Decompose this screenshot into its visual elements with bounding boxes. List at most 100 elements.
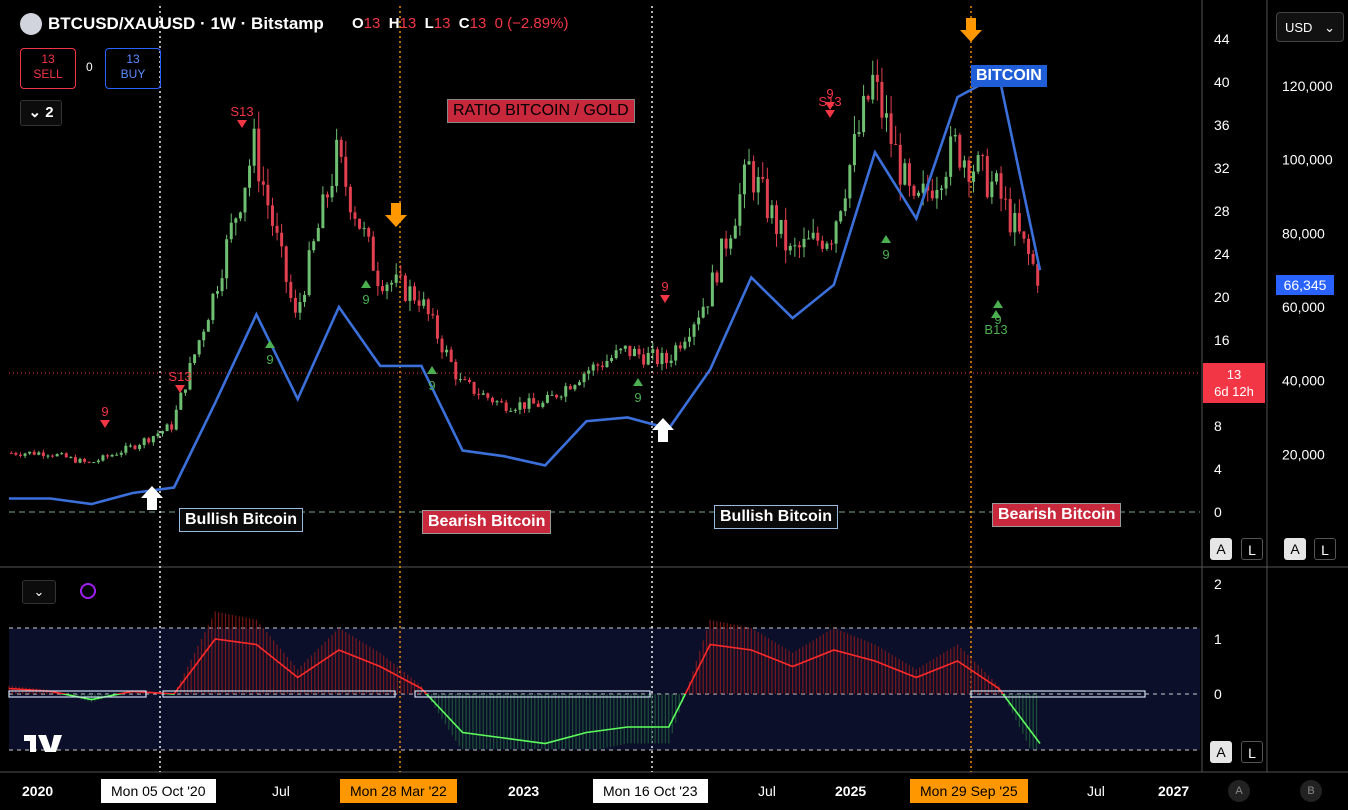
ratio-candle-body bbox=[1036, 263, 1040, 286]
ratio-candle-body bbox=[486, 393, 490, 398]
ratio-axis-tick: 20 bbox=[1214, 289, 1230, 305]
td-marker-label: 9 bbox=[994, 312, 1001, 327]
ratio-candle-body bbox=[605, 361, 609, 368]
symbol-title[interactable]: BTCUSD/XAUUSD · 1W · Bitstamp bbox=[48, 14, 324, 33]
ratio-candle-body bbox=[834, 221, 838, 244]
time-label-jul-3: Jul bbox=[1087, 783, 1105, 799]
ratio-candle-body bbox=[985, 156, 989, 198]
ratio-candle-body bbox=[550, 394, 554, 396]
time-highlight-mar22: Mon 28 Mar '22 bbox=[340, 779, 457, 803]
ratio-candle-body bbox=[165, 424, 169, 432]
ratio-candle-body bbox=[555, 394, 559, 398]
ratio-candle-body bbox=[775, 205, 779, 234]
td-buy-arrow bbox=[265, 340, 275, 348]
ratio-candle-body bbox=[495, 401, 499, 403]
up-arrow-icon bbox=[652, 418, 674, 442]
ratio-candle-body bbox=[206, 320, 210, 332]
ratio-candle-body bbox=[170, 424, 174, 430]
ratio-candle-body bbox=[724, 238, 728, 249]
ratio-candle-body bbox=[252, 128, 256, 166]
ratio-candle-body bbox=[687, 336, 691, 342]
buy-button[interactable]: 13 BUY bbox=[105, 48, 161, 89]
ratio-title-label: RATIO BITCOIN / GOLD bbox=[447, 99, 635, 123]
ratio-candle-body bbox=[348, 186, 352, 213]
phase-label-bullish-2: Bullish Bitcoin bbox=[714, 505, 838, 529]
btc-axis-tick: 20,000 bbox=[1282, 446, 1325, 462]
indicators-collapse-button[interactable]: ⌄ 2 bbox=[20, 100, 62, 126]
ratio-candle-body bbox=[651, 349, 655, 353]
ratio-candle-body bbox=[417, 300, 421, 306]
ratio-candle-body bbox=[559, 396, 563, 398]
ratio-candle-body bbox=[880, 81, 884, 118]
td-buy-arrow bbox=[881, 235, 891, 243]
ratio-candle-body bbox=[243, 187, 247, 213]
ratio-candle-body bbox=[468, 379, 472, 382]
time-label-jul-1: Jul bbox=[272, 783, 290, 799]
ratio-candle-body bbox=[270, 205, 274, 226]
ratio-candle-body bbox=[87, 461, 91, 463]
cycle-icon[interactable] bbox=[80, 583, 96, 599]
osc-log-scale-button[interactable]: L bbox=[1241, 741, 1263, 763]
td-buy-arrow bbox=[991, 310, 1001, 318]
ratio-candle-body bbox=[642, 354, 646, 365]
ratio-candle-body bbox=[335, 139, 339, 186]
ratio-candle-body bbox=[28, 451, 32, 454]
ratio-candle-body bbox=[981, 155, 985, 157]
ratio-candle-body bbox=[307, 250, 311, 296]
ratio-candle-body bbox=[568, 386, 572, 390]
log-scale-button[interactable]: L bbox=[1241, 538, 1263, 560]
ratio-candle-body bbox=[692, 324, 696, 337]
ratio-candle-body bbox=[903, 163, 907, 185]
ratio-candle-body bbox=[518, 402, 522, 410]
ratio-candle-body bbox=[312, 241, 316, 251]
ratio-candle-body bbox=[779, 219, 783, 234]
ratio-candle-body bbox=[261, 181, 265, 185]
ratio-candle-body bbox=[839, 211, 843, 222]
ratio-candle-body bbox=[60, 453, 64, 455]
ratio-axis-tick: 28 bbox=[1214, 203, 1230, 219]
pane-a-button[interactable]: A bbox=[1228, 780, 1250, 802]
log-scale-button-right[interactable]: L bbox=[1314, 538, 1336, 560]
td-sell-arrow bbox=[825, 102, 835, 110]
sell-button[interactable]: 13 SELL bbox=[20, 48, 76, 89]
ratio-candle-body bbox=[761, 177, 765, 179]
ratio-candle-body bbox=[678, 345, 682, 349]
ratio-candle-body bbox=[614, 350, 618, 358]
ratio-candle-body bbox=[632, 348, 636, 357]
ratio-candle-body bbox=[440, 338, 444, 353]
ratio-candle-body bbox=[944, 176, 948, 189]
ratio-candle-body bbox=[527, 398, 531, 409]
td-buy-arrow bbox=[633, 378, 643, 386]
ratio-candle-body bbox=[1027, 238, 1031, 254]
ratio-candle-body bbox=[339, 139, 343, 157]
ratio-candle-body bbox=[83, 458, 87, 462]
ratio-candle-body bbox=[229, 222, 233, 240]
bitcoin-price-line bbox=[9, 72, 1042, 506]
oscillator-collapse-button[interactable]: ⌄ bbox=[22, 580, 56, 604]
ratio-axis-tick: 4 bbox=[1214, 461, 1222, 477]
ratio-candle-body bbox=[138, 445, 142, 449]
auto-scale-button[interactable]: A bbox=[1210, 538, 1232, 560]
ratio-candle-body bbox=[917, 192, 921, 196]
ratio-candle-body bbox=[325, 194, 329, 198]
td-marker-label: 9 bbox=[882, 247, 889, 262]
ratio-candle-body bbox=[18, 454, 22, 456]
ratio-candle-body bbox=[96, 460, 100, 463]
phase-label-bearish-2: Bearish Bitcoin bbox=[992, 503, 1122, 527]
pane-b-button[interactable]: B bbox=[1300, 780, 1322, 802]
ratio-candle-body bbox=[238, 212, 242, 219]
auto-scale-button-right[interactable]: A bbox=[1284, 538, 1306, 560]
ratio-axis-tick: 8 bbox=[1214, 418, 1222, 434]
ratio-candle-body bbox=[115, 454, 119, 456]
ratio-candle-body bbox=[907, 163, 911, 186]
ratio-candle-body bbox=[477, 393, 481, 395]
ratio-candle-body bbox=[747, 161, 751, 165]
ratio-candle-body bbox=[564, 386, 568, 397]
osc-auto-scale-button[interactable]: A bbox=[1210, 741, 1232, 763]
ratio-candle-body bbox=[912, 185, 916, 196]
ratio-candle-body bbox=[610, 357, 614, 362]
currency-select[interactable]: USD ⌄ bbox=[1276, 12, 1344, 42]
ratio-candle-body bbox=[220, 278, 224, 292]
btc-price-badge: 66,345 bbox=[1276, 275, 1334, 295]
